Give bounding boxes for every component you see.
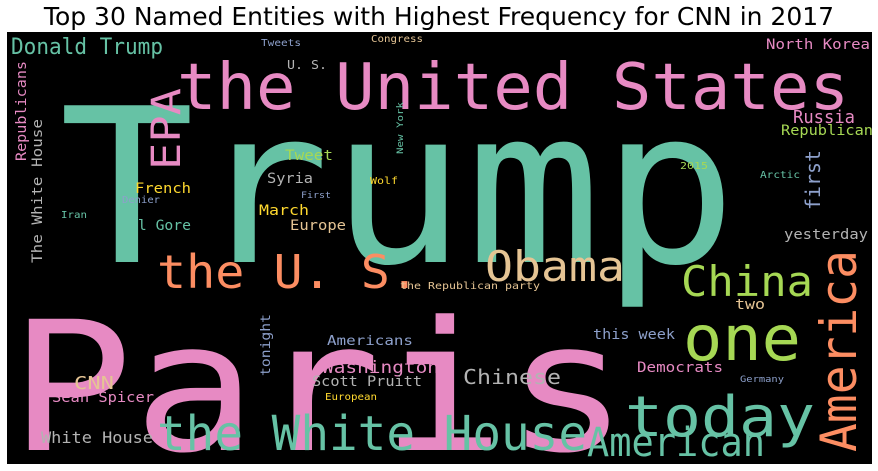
word-first: First [301,191,331,201]
word-tweets: Tweets [261,38,301,49]
word-the-u-s: the U. S. [157,245,419,299]
word-sean-spicer: Sean Spicer [52,390,154,406]
word-republican: Republican [781,123,872,139]
word-syria: Syria [267,171,313,187]
word-the-united-states: the United States [177,51,849,125]
word-yesterday: yesterday [784,227,868,243]
word-russia: Russia [793,107,855,128]
word-cnn: CNN [74,373,114,394]
word-al-gore: al Gore [129,218,191,234]
word-one: one [683,302,801,375]
word-chinese: Chinese [463,365,561,389]
word-first: first [801,150,825,210]
word-obama: Obama [485,242,625,291]
word-this-week: this week [593,327,676,343]
word-donald-trump: Donald Trump [11,35,163,60]
word-democrats: Democrats [637,360,723,376]
word-2015: 2015 [680,161,708,172]
word-the-republican-party: the Republican party [400,281,540,292]
word-white-house: White House [41,428,153,447]
word-today: today [625,385,815,450]
word-american: American [587,420,765,464]
word-congress: Congress [371,34,423,45]
chart-title: Top 30 Named Entities with Highest Frequ… [43,2,835,31]
word-tonight: tonight [259,314,274,376]
word-washington: Washington [322,358,439,378]
word-china: China [681,257,813,306]
word-french: French [135,181,191,197]
word-arctic: Arctic [760,170,800,181]
word-european: European [325,392,377,403]
word-north-korea: North Korea [766,37,870,53]
word-wolf: Wolf [370,176,398,187]
word-europe: Europe [290,218,346,234]
word-tweet: Tweet [285,148,333,164]
word-denier: Denier [122,195,160,206]
word-u-s: U. S. [287,58,327,72]
word-trump: Trump [59,62,737,313]
word-cloud: Trump Paris the United States one today the W… [7,32,872,464]
word-iran: Iran [61,210,87,221]
word-the-white-house: the White House [157,406,587,462]
word-epa: EPA [144,88,190,170]
word-the-white-house: The White House [30,119,46,263]
word-paris: Paris [9,284,629,464]
word-germany: Germany [740,375,785,385]
word-republicans: Republicans [14,61,30,161]
word-america: America [810,250,868,452]
word-scott-pruitt: Scott Pruitt [312,374,422,390]
word-march: March [259,203,309,219]
word-two: two [735,297,765,313]
word-americans: Americans [327,334,413,349]
word-new-york: New York [396,101,406,154]
